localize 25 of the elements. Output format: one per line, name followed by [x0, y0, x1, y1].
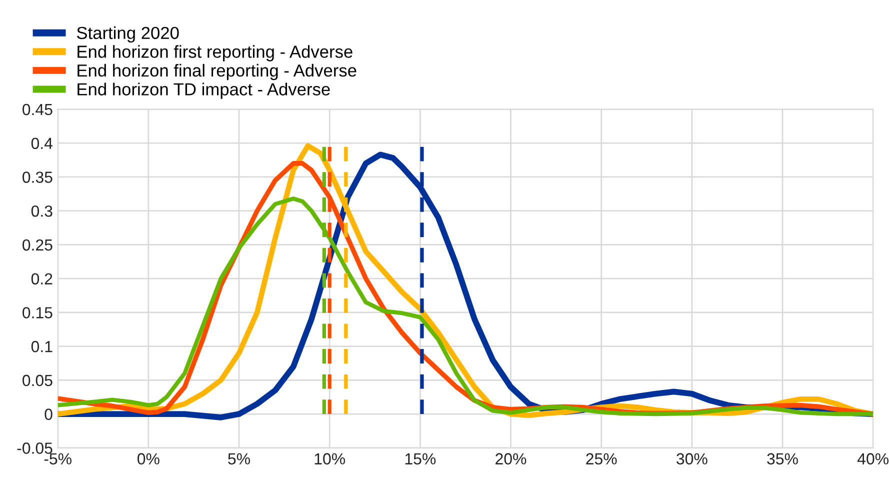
x-tick-label: 20% [496, 453, 526, 464]
x-tick-label: 5% [228, 453, 250, 464]
y-tick-label: -0.05 [17, 442, 52, 454]
x-tick-label: 40% [857, 453, 889, 464]
x-tick-label: 30% [676, 453, 708, 464]
y-tick-label: 0.35 [22, 172, 52, 183]
legend-label: End horizon TD impact - Adverse [78, 82, 330, 99]
y-tick-label: 0.45 [22, 104, 52, 116]
y-tick-label: 0 [44, 408, 52, 420]
x-tick-label: 10% [314, 453, 346, 464]
y-tick-label: 0.2 [31, 273, 52, 285]
x-tick-label: 35% [767, 453, 798, 464]
x-tick-label: -5% [44, 453, 72, 464]
y-tick-label: 0.3 [31, 205, 52, 217]
y-tick-label: 0.05 [22, 374, 52, 386]
y-tick-label: 0.15 [22, 307, 52, 318]
legend-label: Starting 2020 [76, 26, 179, 43]
x-tick-label: 25% [586, 453, 617, 464]
y-tick-label: 0.1 [31, 340, 52, 352]
y-tick-label: 0.25 [22, 239, 52, 251]
x-tick-label: 0% [138, 453, 160, 464]
legend-label: End horizon first reporting - Adverse [78, 45, 352, 62]
legend-label: End horizon final reporting - Adverse [78, 64, 356, 80]
x-tick-label: 15% [405, 453, 436, 464]
y-tick-label: 0.4 [31, 138, 53, 150]
